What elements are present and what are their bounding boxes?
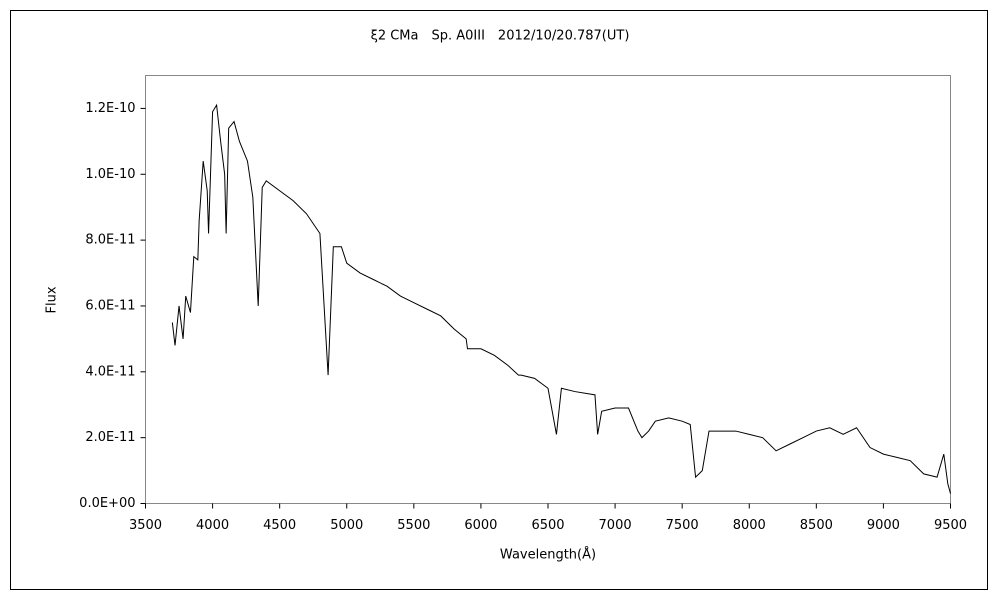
- x-tick-label: 7000: [599, 518, 632, 533]
- frame: [10, 10, 988, 590]
- x-tick-label: 4500: [263, 518, 296, 533]
- y-tick-label: 8.0E-11: [85, 233, 135, 248]
- x-tick-label: 4000: [196, 518, 229, 533]
- y-tick-label: 6.0E-11: [85, 298, 135, 313]
- x-tick-label: 9000: [867, 518, 900, 533]
- spectrum-line: [171, 103, 951, 494]
- y-tick-label: 4.0E-11: [85, 364, 135, 379]
- y-tick-label: 1.0E-10: [85, 167, 135, 182]
- x-tick-label: 8500: [800, 518, 833, 533]
- y-tick-label: 2.0E-11: [85, 430, 135, 445]
- y-axis-label: Flux: [45, 286, 60, 313]
- y-tick-label: 1.2E-10: [85, 101, 135, 116]
- plot-area: [145, 75, 951, 504]
- x-tick-label: 6000: [464, 518, 497, 533]
- x-axis-label: Wavelength(Å): [500, 547, 596, 563]
- x-tick-label: 5000: [330, 518, 363, 533]
- x-tick-label: 3500: [129, 518, 162, 533]
- x-tick-label: 6500: [531, 518, 564, 533]
- x-tick-label: 7500: [666, 518, 699, 533]
- x-tick-label: 5500: [397, 518, 430, 533]
- x-tick-label: 8000: [733, 518, 766, 533]
- chart-title: ξ2 CMa Sp. A0III 2012/10/20.787(UT): [371, 29, 630, 44]
- y-tick-label: 0.0E+00: [79, 496, 135, 511]
- x-tick-label: 9500: [934, 518, 967, 533]
